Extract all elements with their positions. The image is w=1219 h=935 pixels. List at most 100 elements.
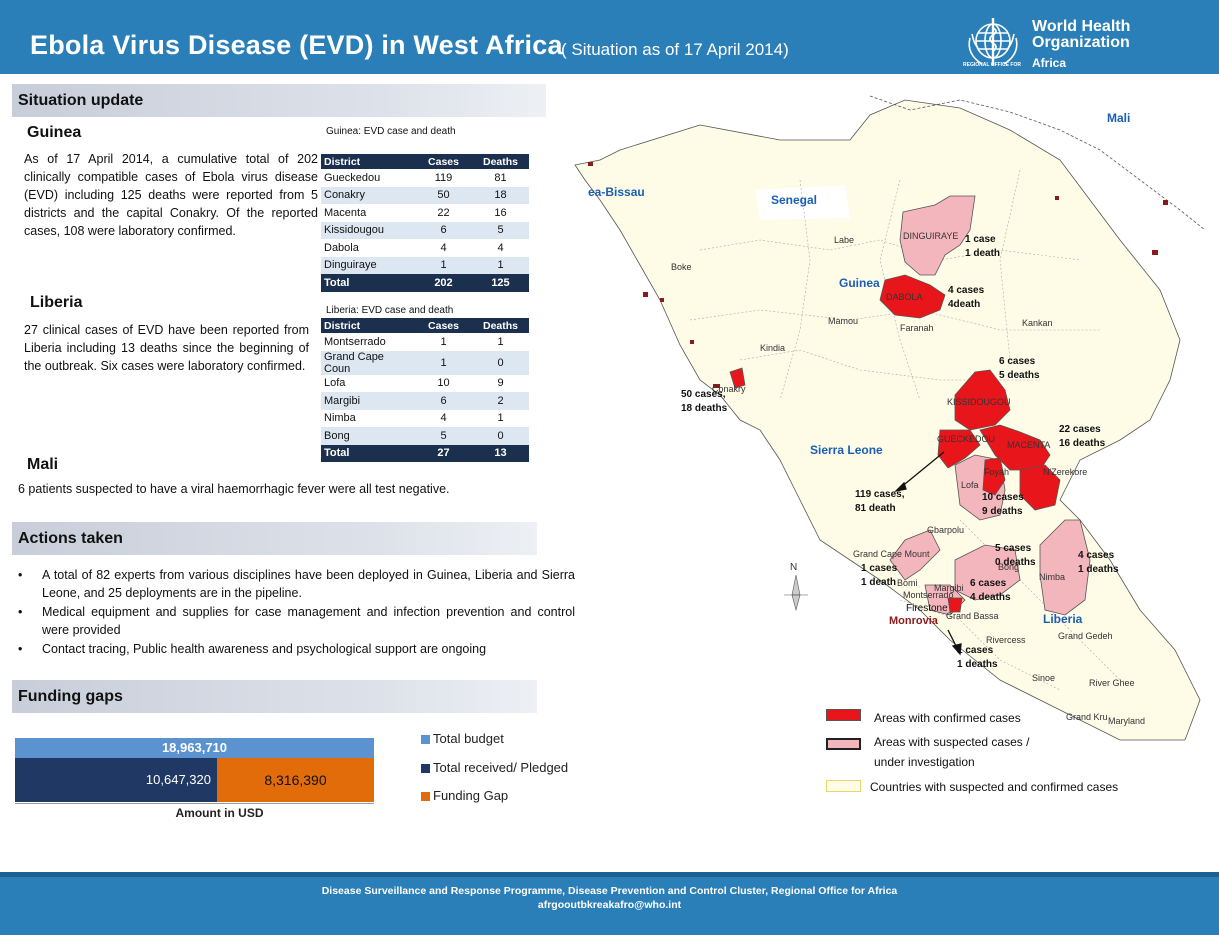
- table-row: Bong 5 0: [321, 427, 529, 445]
- death-count-label: 4 deaths: [970, 592, 1011, 603]
- deaths-cell: 2: [472, 392, 529, 410]
- death-count-label: 4death: [948, 299, 981, 310]
- deaths-cell: 81: [494, 171, 507, 184]
- map-label-senegal: Senegal: [771, 193, 818, 207]
- liberia-case-table: District Cases Deaths Montserrado 1 1 Grand…: [321, 318, 529, 462]
- district-cell: Grand Cape Coun: [321, 350, 415, 375]
- cases-cell: 5: [415, 427, 472, 445]
- gueckedou-district: [937, 429, 981, 469]
- map-place-label: Gbarpolu: [927, 525, 965, 535]
- cases-cell: 1: [415, 350, 472, 375]
- affected-countries-area: [574, 99, 1201, 741]
- action-text: Contact tracing, Public health awareness…: [42, 642, 487, 656]
- case-count-label: 119 cases,: [855, 489, 905, 500]
- dabola-district: [879, 274, 946, 319]
- legend-label-countries: Countries with suspected and confirmed c…: [870, 780, 1119, 794]
- deaths-cell: 0: [472, 427, 529, 445]
- list-item: • Contact tracing, Public health awarenes…: [18, 640, 575, 658]
- case-count-label: 6 cases: [999, 356, 1036, 367]
- liberia-title: Liberia: [30, 294, 83, 311]
- cases-cell: 119: [434, 171, 453, 184]
- liberia-table-caption: Liberia: EVD case and death: [326, 305, 454, 316]
- table-row: Nimba 4 1: [321, 410, 529, 428]
- cases-cell: 50: [415, 186, 472, 204]
- deaths-cell: 5: [472, 221, 529, 239]
- case-count-label: 1 case: [965, 234, 996, 245]
- deaths-cell: 1: [472, 256, 529, 274]
- cases-cell: 22: [437, 206, 450, 219]
- case-count-label: 6 cases: [970, 578, 1007, 589]
- district-cell: Kissidougou: [321, 221, 415, 239]
- legend-label-investigation: under investigation: [874, 755, 975, 769]
- map-place-label: Maryland: [1108, 716, 1146, 726]
- legend-swatch-received: [421, 764, 430, 773]
- case-count-label: 4 cases: [1078, 550, 1115, 561]
- map-place-label: Margibi: [934, 583, 964, 593]
- funding-gap-bar: 8,316,390: [217, 758, 374, 802]
- district-cell: Bong: [321, 427, 415, 445]
- legend-swatch-gap: [421, 792, 430, 801]
- footer-email-link[interactable]: afrgooutbkreakafro@who.int: [537, 899, 682, 911]
- death-count-label: 1 deaths: [957, 659, 998, 670]
- map-place-label: Grand Gedeh: [1058, 631, 1113, 641]
- liberia-paragraph: 27 clinical cases of EVD have been repor…: [24, 323, 309, 373]
- actions-taken-heading: Actions taken: [12, 522, 537, 555]
- case-count-label: 10 cases: [982, 492, 1024, 503]
- map-place-label: Monrovia: [889, 615, 938, 627]
- death-count-label: 1 deaths: [1078, 564, 1119, 575]
- death-count-label: 81 death: [855, 503, 896, 514]
- foyah-district: [982, 457, 1006, 496]
- conakry-district: [729, 367, 746, 389]
- district-cell: Dinguiraye: [321, 256, 415, 274]
- district-cell: Margibi: [321, 392, 415, 410]
- total-label-cell: Total: [321, 444, 415, 462]
- map-place-label: Grand Bassa: [946, 611, 999, 621]
- table-row: Gueckedou 119 81: [321, 169, 529, 187]
- page-title: Ebola Virus Disease (EVD) in West Africa: [30, 30, 563, 60]
- deaths-cell: 1: [497, 335, 504, 348]
- map-place-label: Kindia: [760, 343, 786, 353]
- district-cell: Montserrado: [324, 335, 386, 348]
- district-cell: Dabola: [324, 241, 359, 254]
- map-label-liberia: Liberia: [1043, 612, 1083, 626]
- who-region-africa: Africa: [1032, 56, 1067, 70]
- map-label-mali: Mali: [1107, 111, 1131, 125]
- map-place-label: Bomi: [897, 578, 918, 588]
- footer-programme: Disease Surveillance and Response Progra…: [321, 885, 898, 897]
- total-value-cell: 13: [472, 444, 529, 462]
- deaths-cell: 4: [497, 241, 504, 254]
- action-text: Medical equipment and supplies for case …: [42, 605, 575, 637]
- map-place-label: Nimba: [1039, 572, 1066, 582]
- map-place-label: Boke: [671, 262, 692, 272]
- table-row: Macenta 22 16: [321, 204, 529, 222]
- montserrado-district: [947, 597, 963, 613]
- cases-cell: 10: [437, 377, 450, 390]
- nzerekore-district: [1019, 464, 1061, 511]
- grand-cape-mount-district: [889, 529, 941, 581]
- column-header: Cases: [415, 318, 472, 333]
- legend-label-received: Total received/ Pledged: [433, 760, 569, 775]
- legend-label-budget: Total budget: [433, 731, 504, 746]
- bong-district: [954, 544, 1021, 601]
- map-place-label: Mamou: [828, 316, 859, 326]
- map-place-label: Kankan: [1022, 318, 1053, 328]
- deaths-cell: 0: [472, 350, 529, 375]
- table-row: Montserrado 1 1: [321, 333, 529, 351]
- map-place-label: Faranah: [900, 323, 934, 333]
- kissidougou-district: [954, 369, 1011, 431]
- map-place-label: River Ghee: [1089, 678, 1135, 688]
- action-text: A total of 82 experts from various disci…: [42, 568, 575, 600]
- table-header-row: District Cases Deaths: [321, 154, 529, 169]
- bullet-icon: •: [18, 642, 23, 656]
- district-cell: Macenta: [324, 206, 367, 219]
- table-row: Conakry 50 18: [321, 186, 529, 204]
- guinea-paragraph: As of 17 April 2014, a cumulative total …: [24, 152, 318, 238]
- cases-cell: 4: [440, 241, 447, 254]
- legend-label-gap: Funding Gap: [433, 788, 509, 803]
- death-count-label: 1 death: [965, 248, 1001, 259]
- table-row: Dabola 4 4: [321, 239, 529, 257]
- district-cell: Lofa: [324, 377, 346, 390]
- map-place-label: Grand Kru: [1066, 712, 1108, 722]
- death-count-label: 9 deaths: [982, 506, 1023, 517]
- cases-cell: 6: [415, 221, 472, 239]
